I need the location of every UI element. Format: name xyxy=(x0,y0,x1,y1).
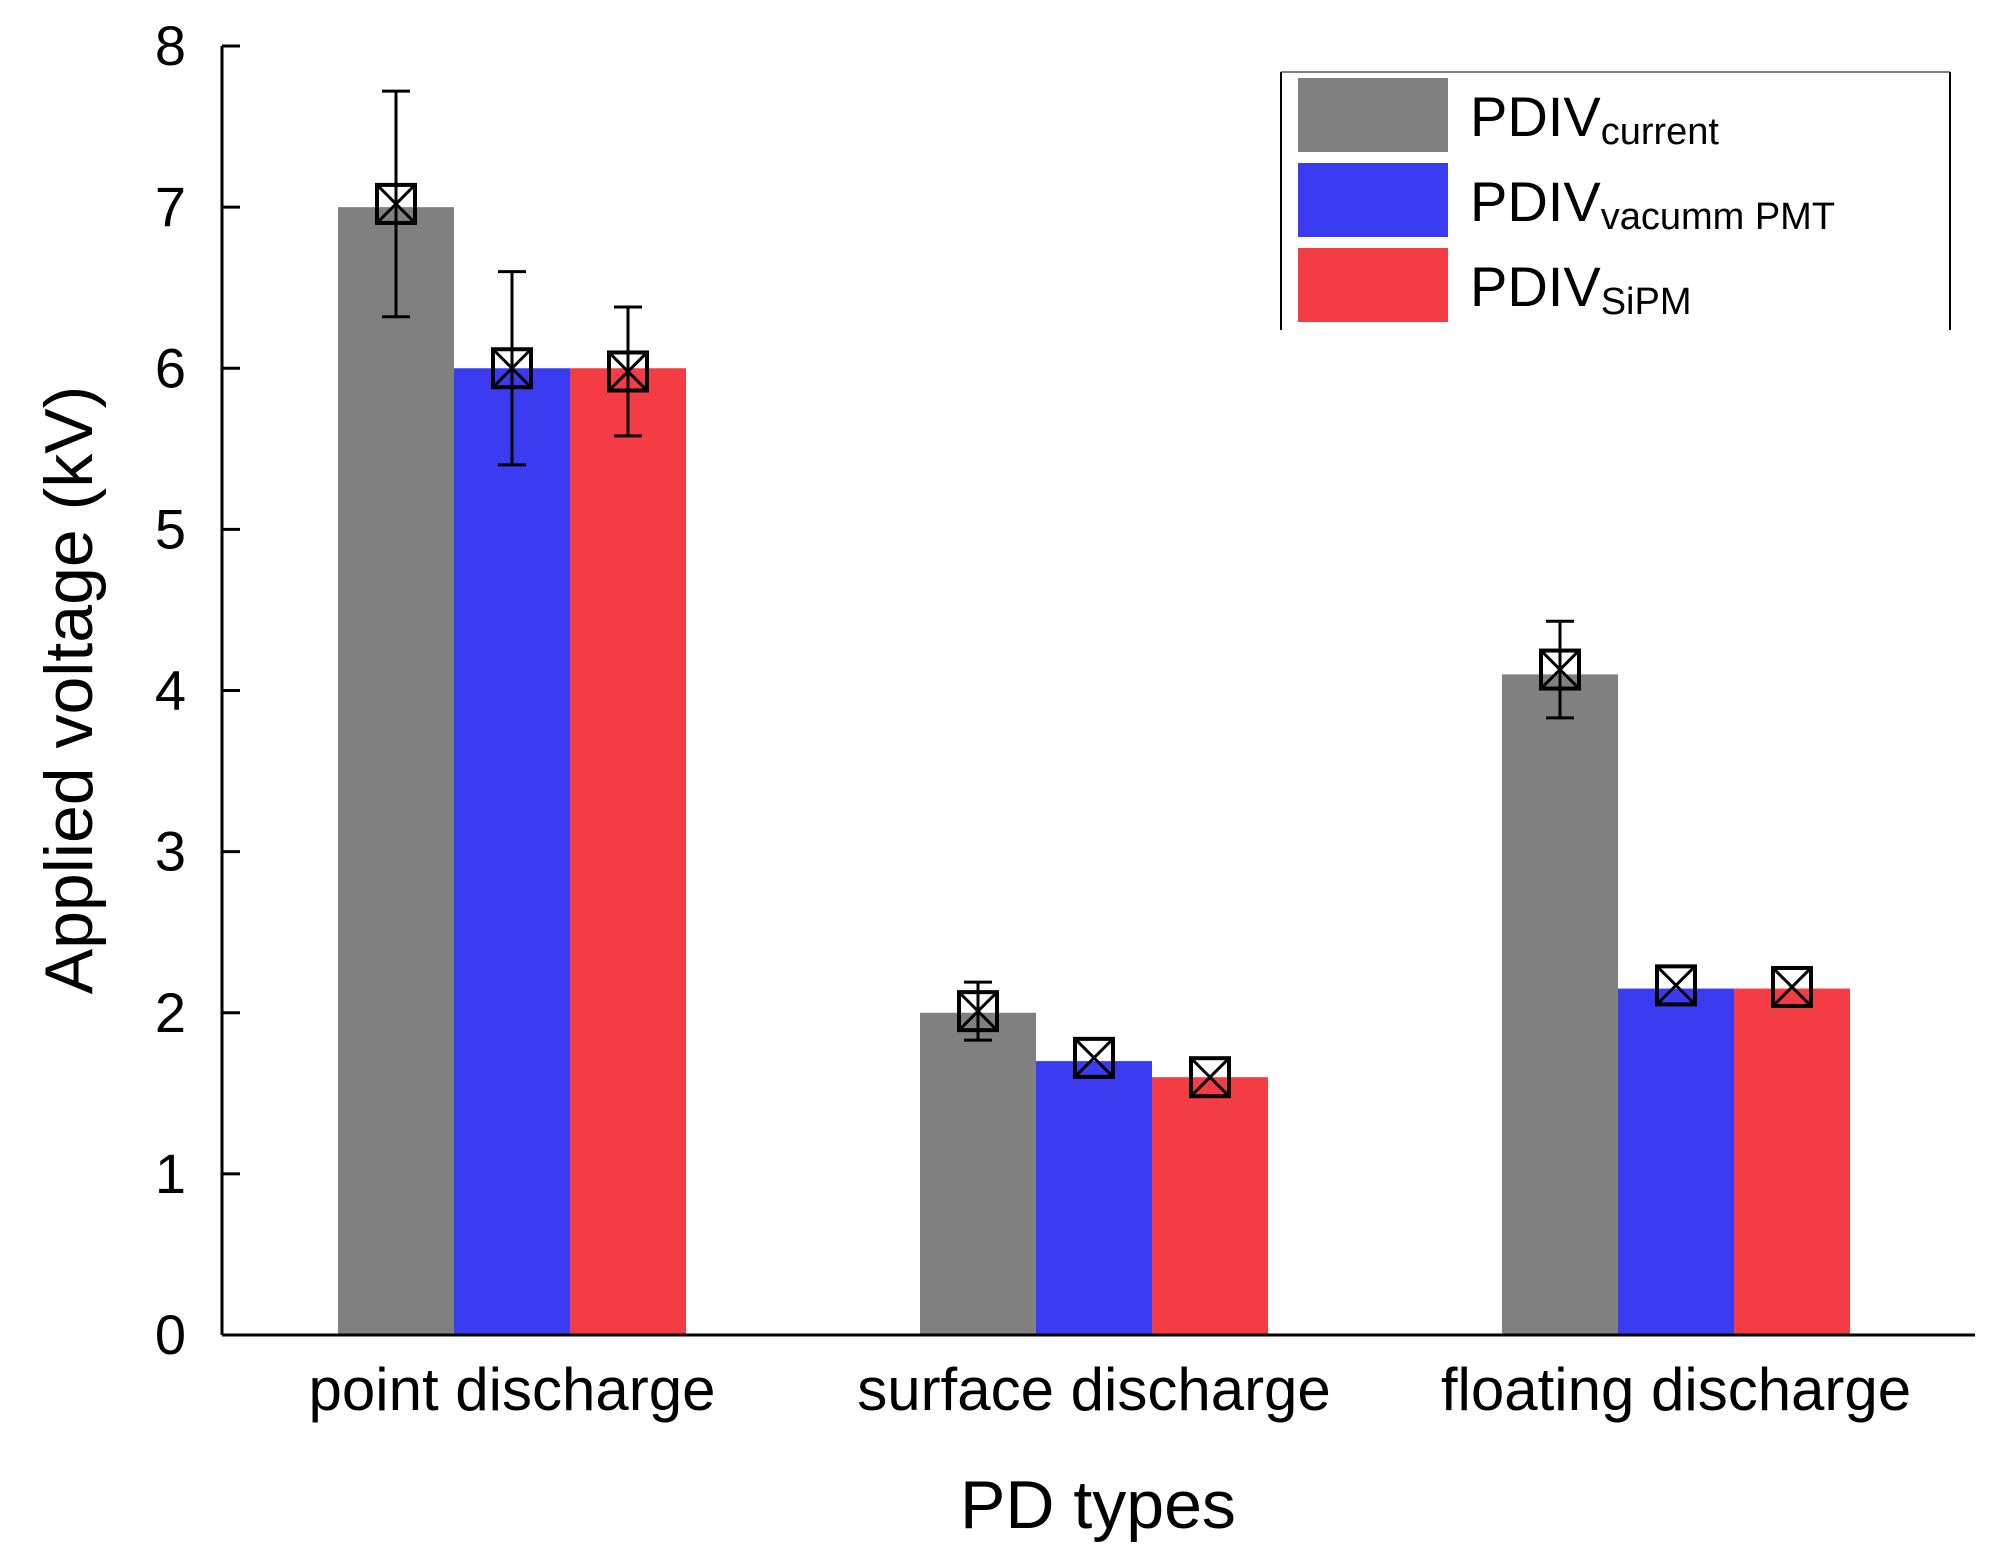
x-axis-title: PD types xyxy=(960,1467,1236,1543)
legend-label-subscript: SiPM xyxy=(1601,281,1692,323)
legend-label: PDIVSiPM xyxy=(1470,255,1692,323)
bars-layer xyxy=(338,207,1850,1335)
bar xyxy=(338,207,454,1335)
mean-marker xyxy=(1539,648,1581,691)
y-tick-label: 1 xyxy=(155,1142,186,1205)
x-category-label: point discharge xyxy=(309,1356,716,1423)
errorbars-layer xyxy=(375,89,1813,1099)
bar xyxy=(1036,1061,1152,1335)
mean-marker-cross xyxy=(1655,965,1697,1006)
y-tick-label: 0 xyxy=(155,1303,186,1366)
legend-swatch xyxy=(1298,163,1448,237)
bar xyxy=(920,1012,1036,1335)
mean-marker xyxy=(607,350,649,393)
legend-label-subscript: current xyxy=(1601,111,1720,153)
mean-marker xyxy=(1189,1056,1231,1099)
mean-marker-cross xyxy=(607,351,649,392)
y-tick-label: 4 xyxy=(155,659,186,722)
legend-label-main: PDIV xyxy=(1470,85,1601,148)
legend-swatch xyxy=(1298,248,1448,322)
mean-marker xyxy=(1073,1036,1115,1079)
y-tick-label: 3 xyxy=(155,820,186,883)
mean-marker-cross xyxy=(1539,649,1581,690)
y-tick-label: 8 xyxy=(155,14,186,77)
bar xyxy=(1734,988,1850,1335)
bar xyxy=(454,368,570,1335)
x-category-label: surface discharge xyxy=(857,1356,1331,1423)
y-tick-label: 7 xyxy=(155,175,186,238)
mean-marker-cross xyxy=(491,348,533,389)
mean-marker xyxy=(957,990,999,1033)
legend-swatch xyxy=(1298,78,1448,152)
mean-marker-cross xyxy=(1189,1057,1231,1098)
legend-label: PDIVvacumm PMT xyxy=(1470,170,1835,238)
mean-marker-cross xyxy=(957,991,999,1032)
y-tick-label: 5 xyxy=(155,497,186,560)
bar xyxy=(1152,1077,1268,1335)
mean-marker-cross xyxy=(1771,966,1813,1008)
bar xyxy=(570,368,686,1335)
y-ticks-layer: 0 1 2 3 4 5 6 7 8 xyxy=(155,14,240,1366)
mean-marker-cross xyxy=(375,183,417,224)
y-tick-label: 6 xyxy=(155,336,186,399)
x-labels-layer: point discharge surface discharge floating… xyxy=(309,1356,1912,1423)
bar xyxy=(1502,674,1618,1335)
legend-label-subscript: vacumm PMT xyxy=(1601,196,1835,238)
y-axis-title: Applied voltage (kV) xyxy=(31,386,107,995)
legend-label-main: PDIV xyxy=(1470,255,1601,318)
mean-marker xyxy=(1655,964,1697,1007)
x-category-label: floating discharge xyxy=(1441,1356,1911,1423)
mean-marker-cross xyxy=(1073,1037,1115,1078)
mean-marker xyxy=(491,347,533,390)
mean-marker xyxy=(375,182,417,225)
legend-label-main: PDIV xyxy=(1470,170,1601,233)
y-tick-label: 2 xyxy=(155,981,186,1044)
legend-label: PDIVcurrent xyxy=(1470,85,1719,153)
mean-marker xyxy=(1771,965,1813,1008)
bar xyxy=(1618,988,1734,1335)
